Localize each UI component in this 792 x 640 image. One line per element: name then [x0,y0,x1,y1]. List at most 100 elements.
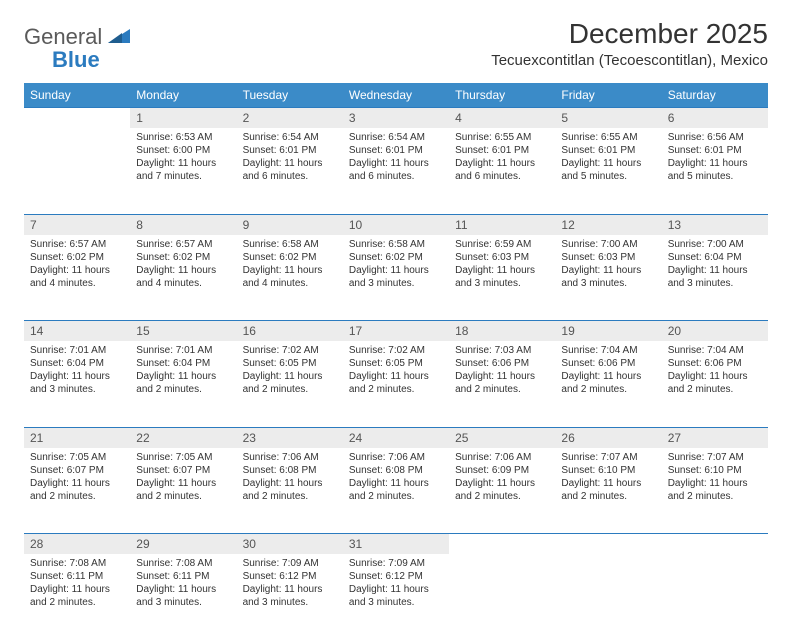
sunrise-text: Sunrise: 6:55 AM [455,131,549,144]
sunrise-text: Sunrise: 7:08 AM [136,557,230,570]
day-number-cell: 15 [130,321,236,342]
daylight-text: and 2 minutes. [136,383,230,396]
daylight-text: Daylight: 11 hours [136,370,230,383]
sunset-text: Sunset: 6:07 PM [136,464,230,477]
sunrise-text: Sunrise: 7:09 AM [243,557,337,570]
daylight-text: Daylight: 11 hours [455,477,549,490]
day-cell: Sunrise: 7:06 AMSunset: 6:08 PMDaylight:… [343,448,449,534]
daylight-text: Daylight: 11 hours [349,370,443,383]
calendar-table: Sunday Monday Tuesday Wednesday Thursday… [24,83,768,640]
daylight-text: Daylight: 11 hours [136,157,230,170]
day-cell: Sunrise: 6:53 AMSunset: 6:00 PMDaylight:… [130,128,236,214]
daylight-text: and 3 minutes. [349,596,443,609]
day-cell: Sunrise: 6:56 AMSunset: 6:01 PMDaylight:… [662,128,768,214]
daylight-text: Daylight: 11 hours [455,370,549,383]
day-content-row: Sunrise: 7:05 AMSunset: 6:07 PMDaylight:… [24,448,768,534]
day-number-cell [555,534,661,555]
sunset-text: Sunset: 6:01 PM [455,144,549,157]
day-details: Sunrise: 7:09 AMSunset: 6:12 PMDaylight:… [343,554,449,615]
location-text: Tecuexcontitlan (Tecoescontitlan), Mexic… [491,52,768,69]
sunset-text: Sunset: 6:04 PM [30,357,124,370]
day-number-cell: 4 [449,108,555,129]
day-cell [24,128,130,214]
day-cell: Sunrise: 7:01 AMSunset: 6:04 PMDaylight:… [24,341,130,427]
sunrise-text: Sunrise: 7:09 AM [349,557,443,570]
day-number-cell: 18 [449,321,555,342]
day-cell: Sunrise: 6:58 AMSunset: 6:02 PMDaylight:… [343,235,449,321]
sunset-text: Sunset: 6:11 PM [30,570,124,583]
daylight-text: and 3 minutes. [30,383,124,396]
weekday-header: Sunday [24,83,130,108]
daylight-text: Daylight: 11 hours [349,477,443,490]
daylight-text: Daylight: 11 hours [243,370,337,383]
sunrise-text: Sunrise: 6:53 AM [136,131,230,144]
sunset-text: Sunset: 6:04 PM [136,357,230,370]
daylight-text: Daylight: 11 hours [561,264,655,277]
sunrise-text: Sunrise: 6:54 AM [243,131,337,144]
daylight-text: Daylight: 11 hours [243,477,337,490]
daylight-text: Daylight: 11 hours [30,477,124,490]
daylight-text: Daylight: 11 hours [455,264,549,277]
day-details: Sunrise: 7:09 AMSunset: 6:12 PMDaylight:… [237,554,343,615]
day-details: Sunrise: 7:00 AMSunset: 6:03 PMDaylight:… [555,235,661,296]
day-cell: Sunrise: 6:55 AMSunset: 6:01 PMDaylight:… [449,128,555,214]
weekday-header-row: Sunday Monday Tuesday Wednesday Thursday… [24,83,768,108]
day-details: Sunrise: 7:06 AMSunset: 6:09 PMDaylight:… [449,448,555,509]
day-details: Sunrise: 7:00 AMSunset: 6:04 PMDaylight:… [662,235,768,296]
sunrise-text: Sunrise: 7:06 AM [349,451,443,464]
day-number-cell [449,534,555,555]
sunrise-text: Sunrise: 6:59 AM [455,238,549,251]
day-cell: Sunrise: 6:57 AMSunset: 6:02 PMDaylight:… [130,235,236,321]
day-cell: Sunrise: 7:09 AMSunset: 6:12 PMDaylight:… [237,554,343,640]
day-cell: Sunrise: 6:58 AMSunset: 6:02 PMDaylight:… [237,235,343,321]
day-details: Sunrise: 7:08 AMSunset: 6:11 PMDaylight:… [24,554,130,615]
day-details: Sunrise: 7:03 AMSunset: 6:06 PMDaylight:… [449,341,555,402]
day-cell: Sunrise: 7:09 AMSunset: 6:12 PMDaylight:… [343,554,449,640]
day-number-cell: 7 [24,214,130,235]
daylight-text: and 5 minutes. [668,170,762,183]
day-number-row: 78910111213 [24,214,768,235]
sunset-text: Sunset: 6:02 PM [136,251,230,264]
daylight-text: Daylight: 11 hours [668,264,762,277]
sunset-text: Sunset: 6:06 PM [668,357,762,370]
logo-text-blue: Blue [52,47,100,73]
daylight-text: and 6 minutes. [455,170,549,183]
day-number-cell: 30 [237,534,343,555]
sunset-text: Sunset: 6:02 PM [30,251,124,264]
day-cell: Sunrise: 7:02 AMSunset: 6:05 PMDaylight:… [343,341,449,427]
daylight-text: and 2 minutes. [30,596,124,609]
day-details: Sunrise: 7:02 AMSunset: 6:05 PMDaylight:… [343,341,449,402]
sunset-text: Sunset: 6:01 PM [561,144,655,157]
day-number-cell: 8 [130,214,236,235]
daylight-text: Daylight: 11 hours [136,477,230,490]
day-details: Sunrise: 6:55 AMSunset: 6:01 PMDaylight:… [449,128,555,189]
day-cell: Sunrise: 7:06 AMSunset: 6:09 PMDaylight:… [449,448,555,534]
daylight-text: Daylight: 11 hours [455,157,549,170]
daylight-text: and 2 minutes. [349,490,443,503]
sunrise-text: Sunrise: 7:06 AM [243,451,337,464]
sunrise-text: Sunrise: 7:06 AM [455,451,549,464]
sunrise-text: Sunrise: 7:01 AM [30,344,124,357]
sunset-text: Sunset: 6:10 PM [668,464,762,477]
day-cell: Sunrise: 7:08 AMSunset: 6:11 PMDaylight:… [24,554,130,640]
daylight-text: and 2 minutes. [243,490,337,503]
day-cell: Sunrise: 7:00 AMSunset: 6:03 PMDaylight:… [555,235,661,321]
day-number-cell: 19 [555,321,661,342]
sunrise-text: Sunrise: 7:05 AM [30,451,124,464]
weekday-header: Monday [130,83,236,108]
daylight-text: and 2 minutes. [30,490,124,503]
sunrise-text: Sunrise: 6:56 AM [668,131,762,144]
day-details: Sunrise: 7:02 AMSunset: 6:05 PMDaylight:… [237,341,343,402]
daylight-text: and 5 minutes. [561,170,655,183]
daylight-text: and 7 minutes. [136,170,230,183]
daylight-text: and 4 minutes. [243,277,337,290]
day-number-cell [24,108,130,129]
sunset-text: Sunset: 6:12 PM [349,570,443,583]
sunrise-text: Sunrise: 6:54 AM [349,131,443,144]
day-number-row: 14151617181920 [24,321,768,342]
day-details: Sunrise: 6:57 AMSunset: 6:02 PMDaylight:… [130,235,236,296]
sunrise-text: Sunrise: 7:08 AM [30,557,124,570]
day-details: Sunrise: 7:05 AMSunset: 6:07 PMDaylight:… [24,448,130,509]
daylight-text: and 2 minutes. [455,490,549,503]
day-number-cell: 1 [130,108,236,129]
